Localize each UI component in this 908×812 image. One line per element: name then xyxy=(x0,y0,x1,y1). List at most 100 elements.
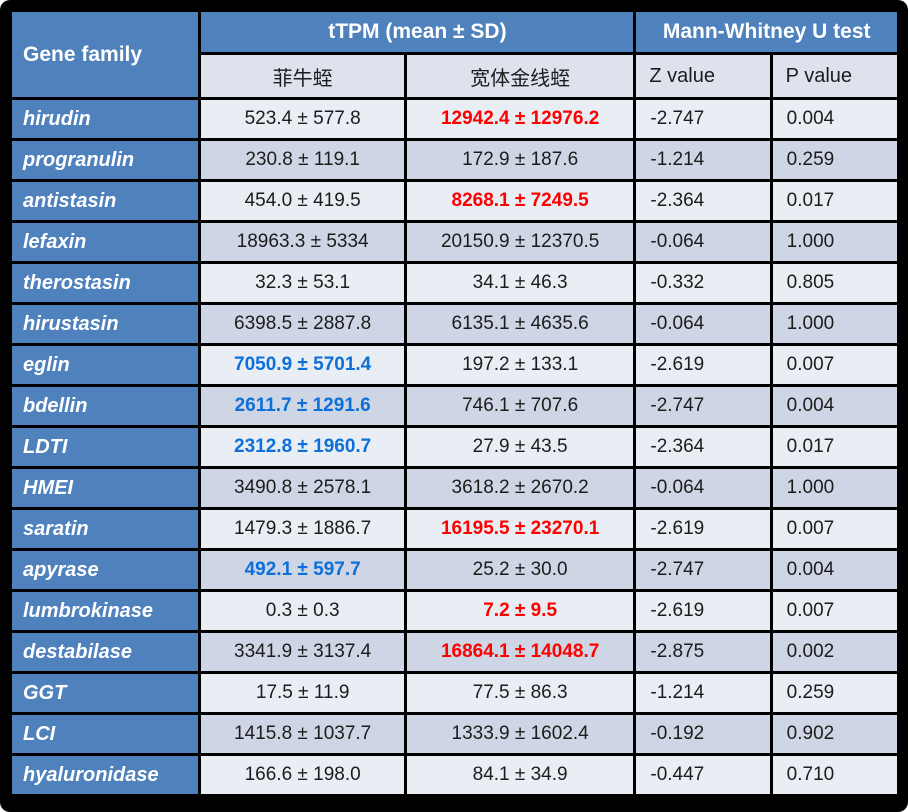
species2-value-cell: 16195.5 ± 23270.1 xyxy=(406,510,634,548)
gene-name-cell: apyrase xyxy=(12,551,199,589)
gene-name-cell: eglin xyxy=(12,346,199,384)
gene-name-cell: hirudin xyxy=(12,100,199,138)
table-row: LCI 1415.8 ± 1037.7 1333.9 ± 1602.4 -0.192 0… xyxy=(12,715,897,753)
table-row: antistasin 454.0 ± 419.5 8268.1 ± 7249.5 -2… xyxy=(12,182,897,220)
p-value-cell: 1.000 xyxy=(772,305,897,343)
gene-name-cell: HMEI xyxy=(12,469,199,507)
species2-value-cell: 172.9 ± 187.6 xyxy=(406,141,634,179)
z-value-cell: -2.364 xyxy=(636,428,770,466)
z-value-cell: -0.332 xyxy=(636,264,770,302)
species1-value-cell: 2312.8 ± 1960.7 xyxy=(201,428,404,466)
table-row: HMEI 3490.8 ± 2578.1 3618.2 ± 2670.2 -0.064… xyxy=(12,469,897,507)
species2-column-header: 宽体金线蛭 xyxy=(406,55,634,97)
species2-value-cell: 77.5 ± 86.3 xyxy=(406,674,634,712)
species2-value-cell: 20150.9 ± 12370.5 xyxy=(406,223,634,261)
table-row: LDTI 2312.8 ± 1960.7 27.9 ± 43.5 -2.364 0.01… xyxy=(12,428,897,466)
z-value-cell: -2.747 xyxy=(636,387,770,425)
p-value-cell: 0.007 xyxy=(772,510,897,548)
table-row: saratin 1479.3 ± 1886.7 16195.5 ± 23270.1-… xyxy=(12,510,897,548)
gene-name-cell: GGT xyxy=(12,674,199,712)
table-row: GGT 17.5 ± 11.9 77.5 ± 86.3 -1.214 0.259 xyxy=(12,674,897,712)
table-row: eglin 7050.9 ± 5701.4 197.2 ± 133.1 -2.619 0… xyxy=(12,346,897,384)
table-row: bdellin 2611.7 ± 1291.6 746.1 ± 707.6 -2.74… xyxy=(12,387,897,425)
gene-name-cell: lumbrokinase xyxy=(12,592,199,630)
z-value-column-header: Z value xyxy=(636,55,770,97)
table-row: apyrase 492.1 ± 597.7 25.2 ± 30.0 -2.747 0.0… xyxy=(12,551,897,589)
p-value-cell: 0.017 xyxy=(772,428,897,466)
species2-value-cell: 197.2 ± 133.1 xyxy=(406,346,634,384)
z-value-cell: -0.192 xyxy=(636,715,770,753)
species1-value-cell: 492.1 ± 597.7 xyxy=(201,551,404,589)
z-value-cell: -2.619 xyxy=(636,510,770,548)
p-value-cell: 0.259 xyxy=(772,674,897,712)
species2-value-cell: 34.1 ± 46.3 xyxy=(406,264,634,302)
gene-expression-table: Gene family tTPM (mean ± SD) Mann-Whitne… xyxy=(9,9,900,797)
z-value-cell: -0.447 xyxy=(636,756,770,794)
p-value-cell: 0.710 xyxy=(772,756,897,794)
p-value-cell: 0.002 xyxy=(772,633,897,671)
z-value-cell: -1.214 xyxy=(636,141,770,179)
table-row: hyaluronidase 166.6 ± 198.0 84.1 ± 34.9 -0.… xyxy=(12,756,897,794)
species2-value-cell: 746.1 ± 707.6 xyxy=(406,387,634,425)
header-group-row: Gene family tTPM (mean ± SD) Mann-Whitne… xyxy=(12,12,897,97)
gene-name-cell: antistasin xyxy=(12,182,199,220)
gene-name-cell: lefaxin xyxy=(12,223,199,261)
species1-value-cell: 230.8 ± 119.1 xyxy=(201,141,404,179)
species1-value-cell: 523.4 ± 577.8 xyxy=(201,100,404,138)
species2-value-cell: 84.1 ± 34.9 xyxy=(406,756,634,794)
p-value-cell: 0.004 xyxy=(772,551,897,589)
p-value-cell: 0.259 xyxy=(772,141,897,179)
species2-value-cell: 27.9 ± 43.5 xyxy=(406,428,634,466)
z-value-cell: -2.875 xyxy=(636,633,770,671)
species1-value-cell: 3341.9 ± 3137.4 xyxy=(201,633,404,671)
z-value-cell: -2.747 xyxy=(636,551,770,589)
species2-value-cell: 3618.2 ± 2670.2 xyxy=(406,469,634,507)
gene-name-cell: hirustasin xyxy=(12,305,199,343)
gene-name-cell: saratin xyxy=(12,510,199,548)
species1-value-cell: 166.6 ± 198.0 xyxy=(201,756,404,794)
table-row: therostasin 32.3 ± 53.1 34.1 ± 46.3 -0.332 0… xyxy=(12,264,897,302)
table-row: hirudin 523.4 ± 577.8 12942.4 ± 12976.2 -2.… xyxy=(12,100,897,138)
z-value-cell: -2.619 xyxy=(636,592,770,630)
p-value-cell: 1.000 xyxy=(772,223,897,261)
p-value-cell: 0.004 xyxy=(772,387,897,425)
p-value-cell: 0.902 xyxy=(772,715,897,753)
z-value-cell: -0.064 xyxy=(636,469,770,507)
z-value-cell: -0.064 xyxy=(636,305,770,343)
species1-value-cell: 18963.3 ± 5334 xyxy=(201,223,404,261)
species2-value-cell: 12942.4 ± 12976.2 xyxy=(406,100,634,138)
species2-value-cell: 6135.1 ± 4635.6 xyxy=(406,305,634,343)
species1-value-cell: 1415.8 ± 1037.7 xyxy=(201,715,404,753)
p-value-cell: 0.004 xyxy=(772,100,897,138)
z-value-cell: -2.619 xyxy=(636,346,770,384)
species1-value-cell: 17.5 ± 11.9 xyxy=(201,674,404,712)
z-value-cell: -0.064 xyxy=(636,223,770,261)
gene-name-cell: destabilase xyxy=(12,633,199,671)
species2-value-cell: 7.2 ± 9.5 xyxy=(406,592,634,630)
gene-family-header: Gene family xyxy=(12,12,199,97)
table-row: lefaxin 18963.3 ± 5334 20150.9 ± 12370.5 -0… xyxy=(12,223,897,261)
p-value-cell: 0.017 xyxy=(772,182,897,220)
table-row: lumbrokinase 0.3 ± 0.3 7.2 ± 9.5 -2.619 0.00… xyxy=(12,592,897,630)
species1-value-cell: 6398.5 ± 2887.8 xyxy=(201,305,404,343)
z-value-cell: -2.364 xyxy=(636,182,770,220)
species1-value-cell: 7050.9 ± 5701.4 xyxy=(201,346,404,384)
gene-name-cell: progranulin xyxy=(12,141,199,179)
p-value-column-header: P value xyxy=(772,55,897,97)
species1-value-cell: 2611.7 ± 1291.6 xyxy=(201,387,404,425)
p-value-cell: 0.805 xyxy=(772,264,897,302)
species2-value-cell: 8268.1 ± 7249.5 xyxy=(406,182,634,220)
ttpm-group-header: tTPM (mean ± SD) xyxy=(201,12,634,52)
p-value-cell: 0.007 xyxy=(772,592,897,630)
gene-name-cell: therostasin xyxy=(12,264,199,302)
species2-value-cell: 25.2 ± 30.0 xyxy=(406,551,634,589)
p-value-cell: 1.000 xyxy=(772,469,897,507)
species1-value-cell: 3490.8 ± 2578.1 xyxy=(201,469,404,507)
species2-value-cell: 1333.9 ± 1602.4 xyxy=(406,715,634,753)
z-value-cell: -1.214 xyxy=(636,674,770,712)
header-sub-row: 菲牛蛭 宽体金线蛭 Z value P value xyxy=(12,55,897,97)
species1-value-cell: 1479.3 ± 1886.7 xyxy=(201,510,404,548)
species1-column-header: 菲牛蛭 xyxy=(201,55,404,97)
table-row: hirustasin 6398.5 ± 2887.8 6135.1 ± 4635.6… xyxy=(12,305,897,343)
